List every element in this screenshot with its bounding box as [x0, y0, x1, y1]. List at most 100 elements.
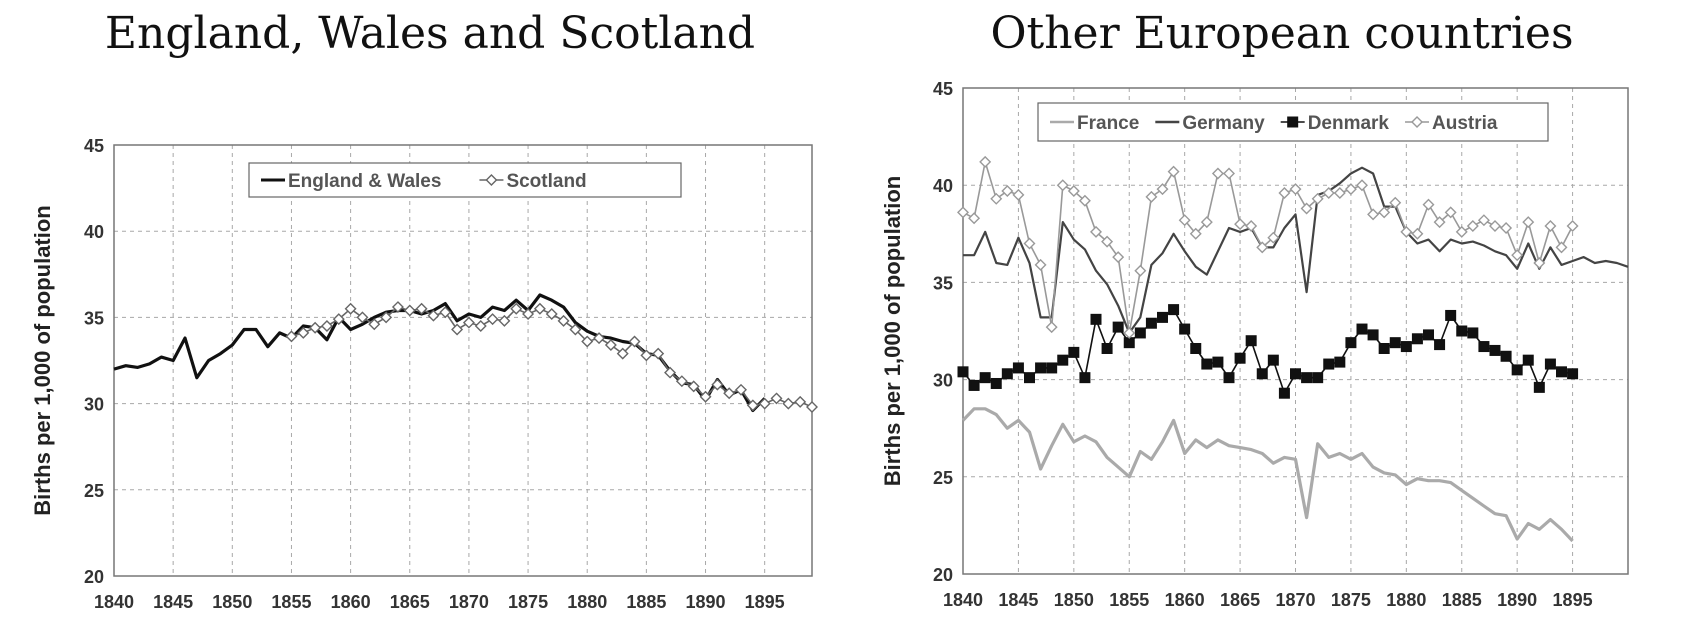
left-point-scotland [664, 366, 677, 379]
right-series-line-germany [963, 166, 1629, 334]
right-y-tick-label: 45 [933, 79, 953, 99]
left-point-scotland [557, 314, 570, 327]
right-point-austria [1189, 227, 1202, 240]
left-point-scotland [616, 347, 629, 360]
right-point-denmark [1533, 381, 1545, 393]
left-point-scotland [474, 320, 487, 333]
right-point-austria [1156, 183, 1169, 196]
left-x-tick-label: 1890 [686, 592, 726, 612]
right-point-austria [1245, 220, 1258, 233]
left-point-scotland [356, 311, 369, 324]
right-point-austria [1533, 256, 1546, 269]
right-point-denmark [1301, 372, 1313, 384]
right-point-denmark [1057, 354, 1069, 366]
right-legend-label-france: France [1077, 113, 1139, 134]
right-point-denmark [1024, 372, 1035, 384]
right-y-tick-label: 20 [933, 565, 953, 585]
right-point-austria [1012, 188, 1025, 201]
left-x-tick-label: 1895 [745, 592, 785, 612]
right-point-austria [990, 192, 1003, 205]
left-point-scotland [782, 397, 795, 410]
right-point-austria [1522, 216, 1535, 229]
right-point-austria [1356, 179, 1368, 192]
right-point-denmark [1434, 339, 1446, 351]
left-point-scotland [687, 380, 700, 393]
right-point-denmark [1112, 321, 1124, 333]
right-point-austria [1400, 225, 1413, 238]
right-point-denmark [1101, 342, 1113, 354]
left-x-tick-label: 1860 [331, 592, 371, 612]
left-point-scotland [510, 302, 523, 315]
right-point-denmark [990, 377, 1002, 389]
right-point-denmark [1046, 362, 1058, 374]
right-point-denmark [1267, 354, 1279, 366]
right-point-austria [1034, 258, 1047, 271]
right-point-denmark [1345, 337, 1357, 349]
right-y-tick-label: 40 [933, 176, 953, 196]
right-point-austria [1045, 321, 1058, 334]
right-point-denmark [1290, 368, 1301, 380]
right-point-austria [1511, 249, 1524, 262]
right-legend-box [1037, 102, 1549, 142]
right-x-tick-label: 1860 [1165, 590, 1205, 610]
right-point-austria [1311, 192, 1324, 205]
left-point-scotland [675, 375, 688, 388]
right-point-austria [1389, 196, 1402, 209]
right-point-austria [1544, 220, 1557, 233]
right-x-tick-label: 1875 [1331, 590, 1371, 610]
left-point-scotland [332, 313, 345, 326]
left-x-tick-label: 1865 [390, 592, 430, 612]
right-point-austria [1078, 194, 1091, 207]
right-point-denmark [1145, 317, 1157, 329]
right-point-denmark [1179, 323, 1191, 335]
right-point-austria [1234, 218, 1247, 231]
right-point-denmark [1445, 309, 1457, 321]
right-point-denmark [1068, 346, 1080, 358]
left-legend-marker-scotland [485, 174, 498, 186]
right-point-denmark [1467, 327, 1479, 339]
right-point-denmark [1223, 372, 1235, 384]
left-point-scotland [593, 332, 606, 345]
right-point-austria [1289, 183, 1302, 196]
right-point-austria [1056, 179, 1069, 192]
right-point-denmark [1423, 329, 1434, 341]
right-x-tick-label: 1880 [1386, 590, 1426, 610]
left-legend-label-scotland: Scotland [506, 171, 586, 192]
right-point-austria [1477, 214, 1490, 227]
left-point-scotland [735, 383, 748, 396]
right-series-line-austria [962, 161, 1574, 334]
right-point-austria [1023, 237, 1036, 250]
left-y-axis-label: Births per 1,000 of population [30, 205, 55, 515]
right-point-denmark [1012, 362, 1024, 374]
right-point-denmark [1168, 304, 1180, 316]
left-y-tick-label: 40 [84, 222, 104, 242]
right-point-austria [1444, 206, 1457, 219]
right-point-denmark [1201, 358, 1213, 370]
left-point-scotland [652, 347, 665, 360]
right-point-austria [1223, 167, 1235, 180]
left-x-tick-label: 1885 [626, 592, 666, 612]
right-point-austria [1411, 227, 1424, 240]
left-x-tick-label: 1870 [449, 592, 489, 612]
right-legend-marker-austria [1411, 116, 1424, 128]
right-point-denmark [1123, 337, 1135, 349]
left-point-scotland [581, 335, 594, 348]
right-x-tick-label: 1895 [1553, 590, 1593, 610]
right-point-denmark [1411, 333, 1423, 345]
left-point-scotland [794, 395, 807, 408]
right-point-austria [1001, 185, 1014, 198]
left-point-scotland [486, 313, 499, 326]
left-legend-label-england-wales: England & Wales [288, 171, 441, 192]
right-legend-label-austria: Austria [1432, 113, 1498, 134]
left-point-scotland [320, 320, 333, 333]
left-plot-frame [113, 144, 813, 577]
right-point-denmark [1511, 364, 1523, 376]
right-point-austria [1167, 165, 1180, 178]
right-x-tick-label: 1885 [1442, 590, 1482, 610]
left-legend-box [248, 162, 682, 198]
left-x-tick-label: 1850 [212, 592, 252, 612]
right-series-line-france [961, 407, 1574, 543]
right-point-denmark [1001, 368, 1013, 380]
right-point-denmark [1245, 335, 1257, 347]
right-point-denmark [968, 379, 980, 391]
